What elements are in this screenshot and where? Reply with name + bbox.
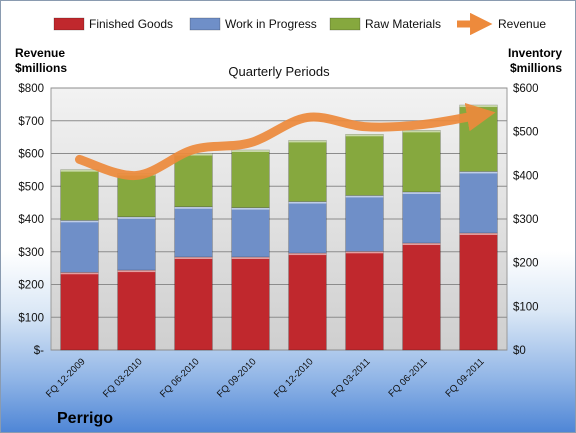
y-left-tick-label: $300 <box>18 247 44 259</box>
y-left-tick-label: $600 <box>18 149 44 161</box>
bar-work-in-progress <box>174 206 213 258</box>
legend-raw-materials-swatch <box>329 17 361 31</box>
bar-segment-highlight <box>402 191 441 194</box>
bar-segment-highlight <box>174 153 213 156</box>
x-tick-label: FQ 06-2011 <box>386 356 429 399</box>
bar-work-in-progress <box>402 191 441 244</box>
revenue-line <box>75 102 496 180</box>
bar-finished-goods <box>231 256 270 351</box>
y-left-tick-label: $800 <box>18 83 44 95</box>
bar-raw-materials <box>288 140 327 202</box>
y-right-title-line2: $millions <box>510 61 562 75</box>
bar-segment-highlight <box>345 195 384 198</box>
bar-segment-highlight <box>459 105 498 108</box>
y-right-tick-label: $200 <box>513 258 539 270</box>
y-right-tick-label: $100 <box>513 301 539 313</box>
y-right-tick-label: $400 <box>513 170 539 182</box>
bar-segment-highlight <box>174 206 213 209</box>
x-tick-label: FQ 06-2010 <box>158 356 202 400</box>
bar-work-in-progress <box>231 207 270 258</box>
bar-finished-goods <box>60 271 99 351</box>
bar-segment-highlight <box>288 140 327 143</box>
bar-segment-highlight <box>288 201 327 204</box>
bar-segment-highlight <box>459 232 498 235</box>
y-right-tick-label: $600 <box>513 83 539 95</box>
y-left-tick-label: $100 <box>18 312 44 324</box>
y-left-title-line2: $millions <box>15 61 67 75</box>
bar-raw-materials <box>60 169 99 221</box>
bar-finished-goods <box>402 242 441 351</box>
bar-segment-highlight <box>231 207 270 210</box>
bar-finished-goods <box>288 252 327 351</box>
bar-finished-goods <box>174 256 213 351</box>
bar-segment-highlight <box>60 272 99 275</box>
bar-work-in-progress <box>60 220 99 273</box>
bar-raw-materials <box>231 149 270 208</box>
bar-segment-highlight <box>402 243 441 246</box>
x-tick-label: FQ 12-2009 <box>44 356 88 400</box>
bar-segment-highlight <box>117 270 156 273</box>
y-right-tick-label: $500 <box>513 127 539 139</box>
bar-work-in-progress <box>117 216 156 271</box>
company-name: Perrigo <box>57 410 113 427</box>
y-left-tick-label: $- <box>34 345 44 357</box>
y-left-tick-label: $400 <box>18 214 44 226</box>
bar-raw-materials <box>402 130 441 193</box>
y-left-title-line1: Revenue <box>15 46 65 60</box>
bar-finished-goods <box>459 232 498 351</box>
bar-segment-highlight <box>345 251 384 254</box>
bar-segment-highlight <box>117 216 156 219</box>
bar-segment-highlight <box>231 256 270 259</box>
bar-segment-highlight <box>60 169 99 172</box>
legend-work-in-progress-label: Work in Progress <box>225 17 317 31</box>
y-left-tick-label: $200 <box>18 280 44 292</box>
y-left-tick-label: $500 <box>18 181 44 193</box>
x-tick-label: FQ 03-2010 <box>101 356 145 400</box>
bar-work-in-progress <box>288 201 327 254</box>
x-tick-label: FQ 09-2011 <box>443 356 486 399</box>
bar-segment-highlight <box>288 253 327 256</box>
chart-title: Quarterly Periods <box>228 64 330 79</box>
bar-segment-highlight <box>402 130 441 133</box>
legend-work-in-progress-swatch <box>189 17 221 31</box>
bar-segment-highlight <box>174 256 213 259</box>
bar-raw-materials <box>117 173 156 218</box>
bar-segment-highlight <box>459 171 498 174</box>
bar-work-in-progress <box>459 171 498 234</box>
bar-segment-highlight <box>60 220 99 223</box>
bar-segment-highlight <box>345 134 384 137</box>
legend-finished-goods-label: Finished Goods <box>89 17 173 31</box>
y-right-tick-label: $300 <box>513 214 539 226</box>
x-tick-label: FQ 12-2010 <box>272 356 316 400</box>
bar-work-in-progress <box>345 195 384 252</box>
bar-finished-goods <box>345 251 384 351</box>
x-tick-label: FQ 03-2011 <box>329 356 372 399</box>
legend-finished-goods-swatch <box>53 17 85 31</box>
x-tick-label: FQ 09-2010 <box>215 356 259 400</box>
bar-raw-materials <box>174 153 213 208</box>
y-left-tick-label: $700 <box>18 116 44 128</box>
y-right-title-line1: Inventory <box>508 46 562 60</box>
y-right-tick-label: $0 <box>513 345 526 357</box>
bar-finished-goods <box>117 269 156 351</box>
legend-revenue-label: Revenue <box>498 17 546 31</box>
bar-raw-materials <box>345 133 384 196</box>
legend-raw-materials-label: Raw Materials <box>365 17 441 31</box>
bar-segment-highlight <box>231 150 270 153</box>
